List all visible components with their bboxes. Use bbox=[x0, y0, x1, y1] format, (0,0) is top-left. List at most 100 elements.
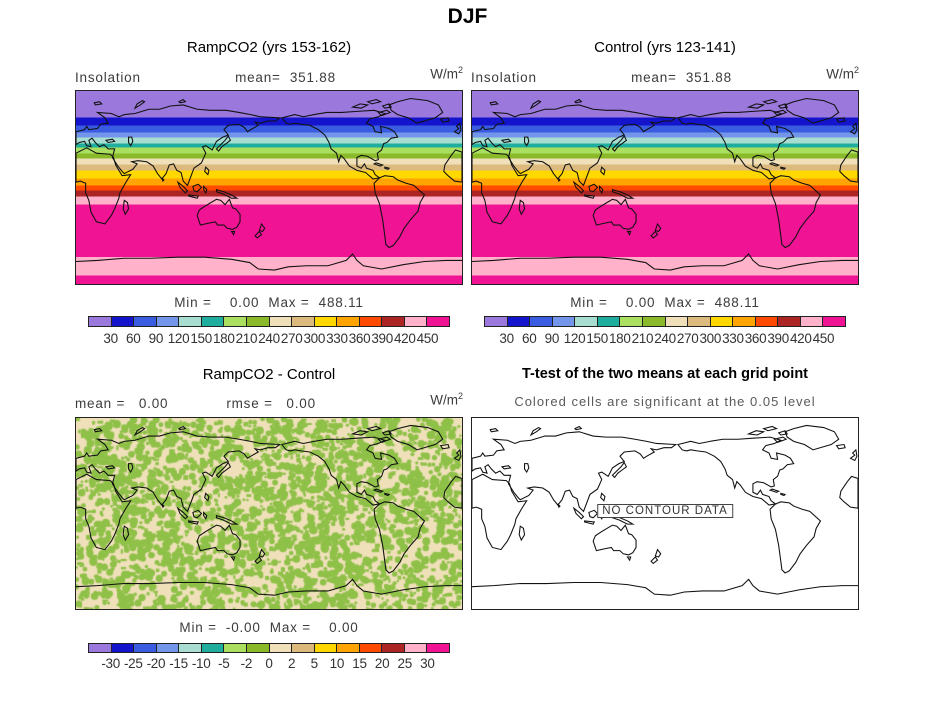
control-mean-label: mean= 351.88 bbox=[631, 69, 732, 85]
colorbar-cell bbox=[732, 316, 756, 327]
ramp-header: Insolation mean= 351.88 W/m2 bbox=[75, 65, 463, 85]
colorbar-cell bbox=[110, 643, 135, 653]
diff-coastlines bbox=[76, 424, 462, 596]
colorbar-tick-label: 30 bbox=[499, 331, 514, 346]
ramp-panel-title: RampCO2 (yrs 153-162) bbox=[186, 39, 352, 56]
colorbar-cell bbox=[754, 316, 779, 327]
colorbar-tick-label: 390 bbox=[767, 331, 789, 346]
colorbar-tick-label: 2 bbox=[288, 656, 296, 671]
diff-colorbar bbox=[88, 643, 450, 653]
control-minmax: Min = 0.00 Max = 488.11 bbox=[570, 295, 760, 310]
ramp-units-label: W/m2 bbox=[430, 65, 463, 82]
colorbar-cell bbox=[155, 316, 180, 327]
colorbar-cell bbox=[336, 316, 360, 327]
ttest-panel-title: T-test of the two means at each grid poi… bbox=[522, 366, 808, 382]
colorbar-cell bbox=[506, 316, 531, 327]
colorbar-cell bbox=[88, 316, 112, 327]
ramp-coastlines bbox=[76, 97, 462, 271]
colorbar-tick-label: 210 bbox=[235, 331, 258, 346]
control-panel-title: Control (yrs 123-141) bbox=[594, 39, 736, 56]
ramp-minmax: Min = 0.00 Max = 488.11 bbox=[174, 295, 364, 310]
control-coastlines bbox=[472, 97, 858, 271]
colorbar-cell bbox=[88, 643, 112, 653]
colorbar-tick-label: -2 bbox=[240, 656, 253, 671]
colorbar-cell bbox=[291, 643, 315, 653]
colorbar-tick-label: 30 bbox=[103, 331, 118, 346]
colorbar-tick-label: -10 bbox=[191, 656, 211, 671]
ramp-insolation-bands bbox=[76, 91, 462, 284]
colorbar-cell bbox=[426, 643, 450, 653]
colorbar-cell bbox=[358, 643, 383, 653]
colorbar-tick-label: 150 bbox=[586, 331, 608, 346]
colorbar-tick-label: 360 bbox=[744, 331, 767, 346]
colorbar-tick-label: -5 bbox=[218, 656, 230, 671]
colorbar-tick-label: 0 bbox=[265, 656, 273, 671]
colorbar-tick-label: 360 bbox=[348, 331, 371, 346]
diff-rmse-label: rmse = 0.00 bbox=[226, 395, 316, 411]
colorbar-cell bbox=[403, 316, 428, 327]
colorbar-tick-label: 60 bbox=[126, 331, 141, 346]
control-units-label: W/m2 bbox=[826, 65, 859, 82]
colorbar-cell bbox=[381, 643, 405, 653]
colorbar-tick-label: 210 bbox=[631, 331, 654, 346]
colorbar-tick-label: 150 bbox=[190, 331, 212, 346]
colorbar-cell bbox=[687, 316, 711, 327]
colorbar-tick-label: 60 bbox=[522, 331, 537, 346]
colorbar-cell bbox=[155, 643, 180, 653]
diff-panel-title: RampCO2 - Control bbox=[202, 366, 336, 383]
colorbar-cell bbox=[313, 316, 338, 327]
colorbar-tick-label: 270 bbox=[280, 331, 303, 346]
colorbar-cell bbox=[381, 316, 405, 327]
colorbar-cell bbox=[178, 643, 202, 653]
ramp-colorbar bbox=[88, 316, 450, 327]
colorbar-cell bbox=[777, 316, 801, 327]
colorbar-cell bbox=[245, 316, 270, 327]
colorbar-cell bbox=[336, 643, 360, 653]
colorbar-tick-label: -20 bbox=[146, 656, 166, 671]
colorbar-cell bbox=[484, 316, 508, 327]
colorbar-cell bbox=[133, 316, 157, 327]
diff-minmax: Min = -0.00 Max = 0.00 bbox=[179, 620, 359, 635]
colorbar-tick-label: 180 bbox=[608, 331, 631, 346]
colorbar-tick-label: 90 bbox=[544, 331, 560, 346]
colorbar-cell bbox=[268, 316, 293, 327]
colorbar-cell bbox=[200, 316, 225, 327]
colorbar-tick-label: 240 bbox=[654, 331, 676, 346]
colorbar-tick-label: 240 bbox=[258, 331, 280, 346]
colorbar-tick-label: 120 bbox=[563, 331, 586, 346]
page-title: DJF bbox=[447, 5, 488, 28]
colorbar-tick-label: 120 bbox=[167, 331, 190, 346]
diff-header: mean = 0.00 rmse = 0.00 W/m2 bbox=[75, 391, 463, 411]
colorbar-cell bbox=[133, 643, 157, 653]
control-colorbar bbox=[484, 316, 846, 327]
colorbar-tick-label: 300 bbox=[699, 331, 722, 346]
diff-mean-label: mean = 0.00 bbox=[75, 395, 169, 411]
colorbar-tick-label: 25 bbox=[397, 656, 413, 671]
diff-units-label: W/m2 bbox=[430, 391, 463, 408]
colorbar-tick-label: -30 bbox=[101, 656, 120, 671]
control-colorbar-ticks: 30 60 90 120 150 180 210 240 270 300 330 360 390 420 4… bbox=[484, 331, 846, 347]
no-contour-data-box: NO CONTOUR DATA bbox=[597, 504, 733, 518]
ttest-subtitle: Colored cells are significant at the 0.0… bbox=[514, 394, 816, 409]
colorbar-cell bbox=[709, 316, 734, 327]
colorbar-tick-label: 420 bbox=[789, 331, 812, 346]
colorbar-tick-label: 450 bbox=[416, 331, 439, 346]
colorbar-tick-label: 390 bbox=[371, 331, 393, 346]
colorbar-cell bbox=[223, 643, 247, 653]
colorbar-cell bbox=[313, 643, 338, 653]
colorbar-cell bbox=[110, 316, 135, 327]
colorbar-cell bbox=[268, 643, 293, 653]
colorbar-tick-label: 300 bbox=[303, 331, 326, 346]
control-field-label: Insolation bbox=[471, 69, 537, 85]
colorbar-tick-label: -15 bbox=[169, 656, 188, 671]
ramp-mean-label: mean= 351.88 bbox=[235, 69, 336, 85]
colorbar-cell bbox=[200, 643, 225, 653]
colorbar-cell bbox=[245, 643, 270, 653]
colorbar-tick-label: 450 bbox=[812, 331, 835, 346]
ramp-colorbar-ticks: 30 60 90 120 150 180 210 240 270 300 330 360 390 420 4… bbox=[88, 331, 450, 347]
colorbar-cell bbox=[664, 316, 689, 327]
colorbar-cell bbox=[822, 316, 846, 327]
diff-map bbox=[75, 417, 463, 610]
colorbar-tick-label: 420 bbox=[393, 331, 416, 346]
